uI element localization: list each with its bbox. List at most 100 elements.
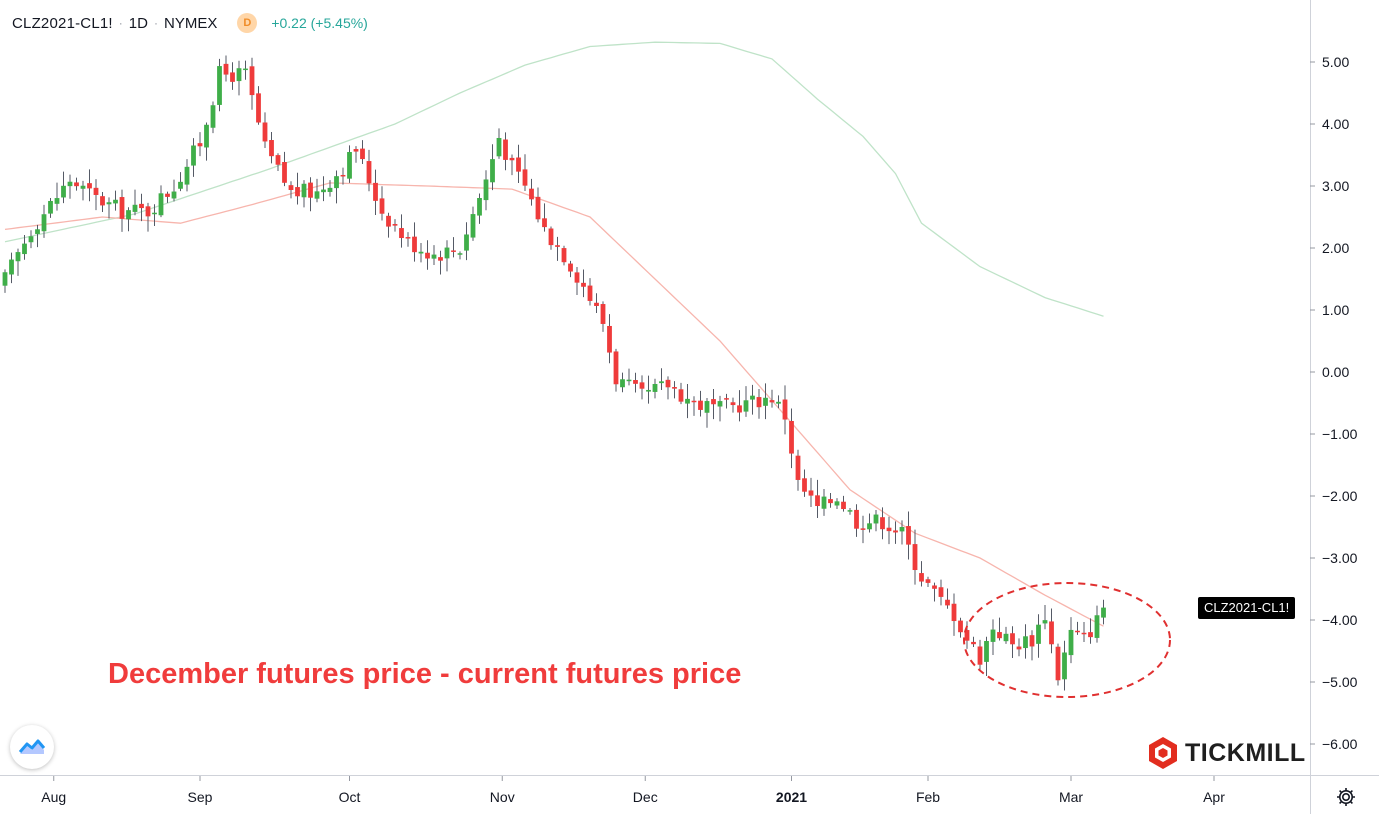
price-tick-label: 5.00 [1322,54,1349,70]
candle-down [854,504,859,537]
candle-down [145,202,151,232]
candle-up [243,60,248,80]
candle-up [1094,605,1100,643]
candle-body [204,124,209,148]
candle-up [41,204,47,238]
candle-down [789,408,794,469]
gear-icon[interactable] [1334,785,1358,809]
candle-down [802,469,807,497]
candle-down [561,245,567,266]
moving-average-fast [4,182,1104,627]
candle-body [594,302,599,306]
candle-down [1075,621,1080,635]
chart-annotation: December futures price - current futures… [108,658,742,690]
candle-body [282,161,287,183]
candle-body [1075,630,1080,633]
candle-down [893,521,898,544]
candle-body [828,499,833,504]
candle-body [379,198,385,214]
candle-down [412,222,417,262]
price-tick-label: −2.00 [1322,488,1358,504]
candle-down [165,191,170,203]
candle-body [269,140,274,157]
candle-up [626,368,632,386]
candle-up [28,230,34,249]
candle-body [61,185,66,198]
candle-body [743,400,749,412]
candle-body [477,198,482,216]
price-axis[interactable]: 5.00 4.00 3.00 2.00 1.00 0.00 −1.00 −2.00 −3.00 −… [1310,54,1358,752]
candle-body [646,389,651,392]
legend-separator: · [153,16,158,30]
candle-body [555,245,560,247]
candle-up [61,171,66,204]
candle-body [815,495,820,507]
candle-down [951,593,957,636]
candle-down [919,561,924,587]
candle-body [717,401,723,407]
candle-body [1049,621,1054,645]
candle-body [165,193,170,197]
symbol-legend[interactable]: CLZ2021-CL1! · 1D · NYMEX D +0.22 (+5.45… [12,12,368,34]
candle-body [262,122,268,142]
candle-down [698,390,703,417]
candle-body [1062,652,1067,680]
candle-down [548,226,554,250]
candle-up [750,384,755,415]
candle-body [698,400,703,410]
symbol-name[interactable]: CLZ2021-CL1! [12,14,113,32]
candle-down [269,131,274,164]
candle-body [847,510,853,512]
candle-down [405,232,411,247]
candle-up [347,145,352,183]
candle-body [802,478,807,492]
candle-down [74,177,79,191]
price-tick-label: −5.00 [1322,674,1358,690]
candle-down [360,140,365,165]
candle-down [197,132,203,157]
candle-down [977,639,983,670]
candle-body [152,212,157,215]
candle-body [106,202,112,205]
candle-up [35,224,40,248]
candle-down [964,621,970,649]
candle-up [2,269,8,293]
candle-up [652,378,658,399]
candle-body [1042,620,1048,624]
candle-down [633,372,638,393]
candle-body [243,68,248,71]
candle-body [119,197,125,219]
candle-body [41,214,47,232]
candle-body [210,105,216,128]
candle-body [230,72,235,82]
candle-body [685,398,690,404]
candle-up [717,395,723,422]
candle-up [1042,604,1048,630]
candle-body [854,509,859,529]
last-price-tag: CLZ2021-CL1! [1198,597,1296,619]
candle-body [1016,646,1022,650]
time-axis[interactable]: Aug Sep Oct Nov Dec 2021 Feb Mar Apr [41,776,1225,805]
candle-body [880,517,885,530]
candle-down [399,214,404,248]
interval-label[interactable]: 1D [128,14,148,32]
tradingview-cloud-icon[interactable] [10,725,54,769]
candle-body [756,397,762,408]
candle-up [834,498,840,509]
candle-down [503,132,508,171]
candle-down [249,57,255,110]
candle-body [769,400,775,403]
candle-up [106,197,112,219]
candle-body [236,68,242,82]
candle-up [899,520,905,545]
candle-down [1029,630,1035,661]
candle-down [769,389,775,408]
candle-body [503,139,508,160]
candle-down [87,169,92,202]
candle-body [1068,629,1074,656]
candle-body [984,640,989,662]
candle-down [607,314,612,364]
price-tick-label: 0.00 [1322,364,1349,380]
data-delay-badge[interactable]: D [237,13,258,33]
